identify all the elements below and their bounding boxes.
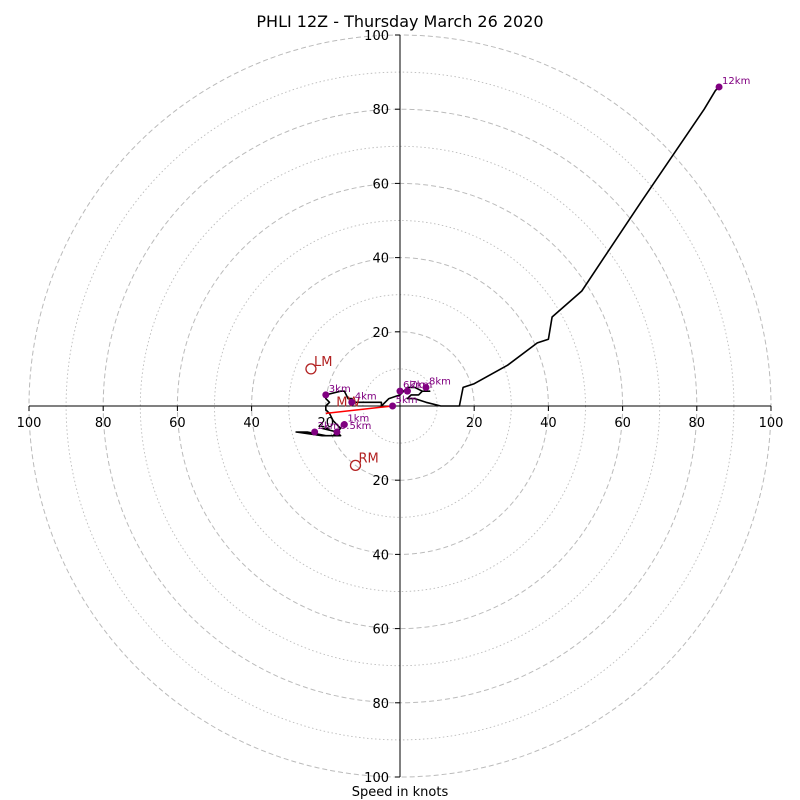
height-marker-label: 12km: [722, 76, 750, 87]
height-marker-label: 0.5km: [340, 421, 371, 432]
height-marker-label: 4km: [355, 391, 377, 402]
x-tick-label: 60: [169, 416, 186, 431]
storm-motion-mw-label: MW: [336, 396, 360, 411]
axes: [29, 35, 771, 777]
storm-motion-rm-marker: [349, 459, 362, 472]
height-marker-dot: [389, 402, 397, 410]
x-tick-label: 100: [759, 416, 784, 431]
height-marker-dot: [333, 428, 341, 436]
y-tick-label: 20: [372, 474, 389, 489]
height-marker-dot: [348, 398, 356, 406]
y-tick-label: 100: [364, 771, 389, 786]
x-tick-label: 80: [95, 416, 112, 431]
y-tick-label: 40: [372, 252, 389, 267]
height-marker-label: 1km: [347, 414, 369, 425]
x-tick-label: 20: [318, 416, 335, 431]
height-marker-dot: [340, 421, 348, 429]
y-tick-label: 40: [372, 548, 389, 563]
height-marker-label: 8km: [429, 376, 451, 387]
tick-labels: 100 100 80 80 60 60 40 40 20 20 20 20 40 40 60 60 80 80 10…: [17, 29, 784, 786]
hodograph-line: [295, 86, 720, 437]
height-marker-label: 6km: [403, 380, 425, 391]
hodograph-trace: [295, 86, 720, 437]
x-tick-label: 20: [466, 416, 483, 431]
x-tick-label: 60: [614, 416, 631, 431]
storm-motion-rm-label: RM: [358, 451, 378, 466]
height-marker-dot: [322, 391, 330, 399]
x-tick-label: 40: [243, 416, 260, 431]
y-tick-label: 80: [372, 697, 389, 712]
chart-title: PHLI 12Z - Thursday March 26 2020: [256, 12, 543, 31]
height-marker-dot: [403, 387, 411, 395]
x-tick-label: 100: [17, 416, 42, 431]
height-marker-label: 5km: [396, 395, 418, 406]
height-marker-dot: [311, 428, 319, 436]
y-tick-label: 100: [364, 29, 389, 44]
storm-motions: LM RM MW: [305, 355, 393, 472]
height-marker-dot: [715, 83, 723, 91]
height-marker-dot: [396, 387, 404, 395]
x-axis-label: Speed in knots: [352, 785, 449, 800]
x-tick-label: 40: [540, 416, 557, 431]
y-tick-label: 60: [372, 623, 389, 638]
storm-motion-lm-marker: [305, 363, 317, 375]
y-tick-label: 20: [372, 326, 389, 341]
height-marker-label: 7km: [410, 380, 432, 391]
height-marker-label: 2km: [318, 421, 340, 432]
x-tick-label: 80: [689, 416, 706, 431]
height-marker-label: 3km: [329, 384, 351, 395]
storm-motion-lm-label: LM: [314, 355, 332, 370]
y-tick-label: 80: [372, 103, 389, 118]
y-tick-label: 60: [372, 177, 389, 192]
mean-wind-line: [325, 405, 393, 415]
height-marker-dot: [422, 383, 430, 391]
